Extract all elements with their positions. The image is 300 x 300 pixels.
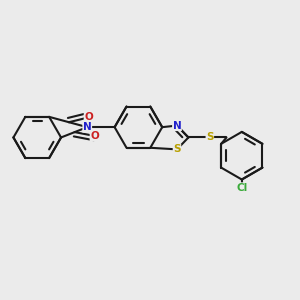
Text: N: N xyxy=(83,122,92,132)
Text: O: O xyxy=(84,112,93,122)
Text: Cl: Cl xyxy=(236,183,248,193)
Text: S: S xyxy=(173,144,181,154)
Text: N: N xyxy=(172,121,182,130)
Text: S: S xyxy=(206,133,214,142)
Text: O: O xyxy=(90,131,99,141)
